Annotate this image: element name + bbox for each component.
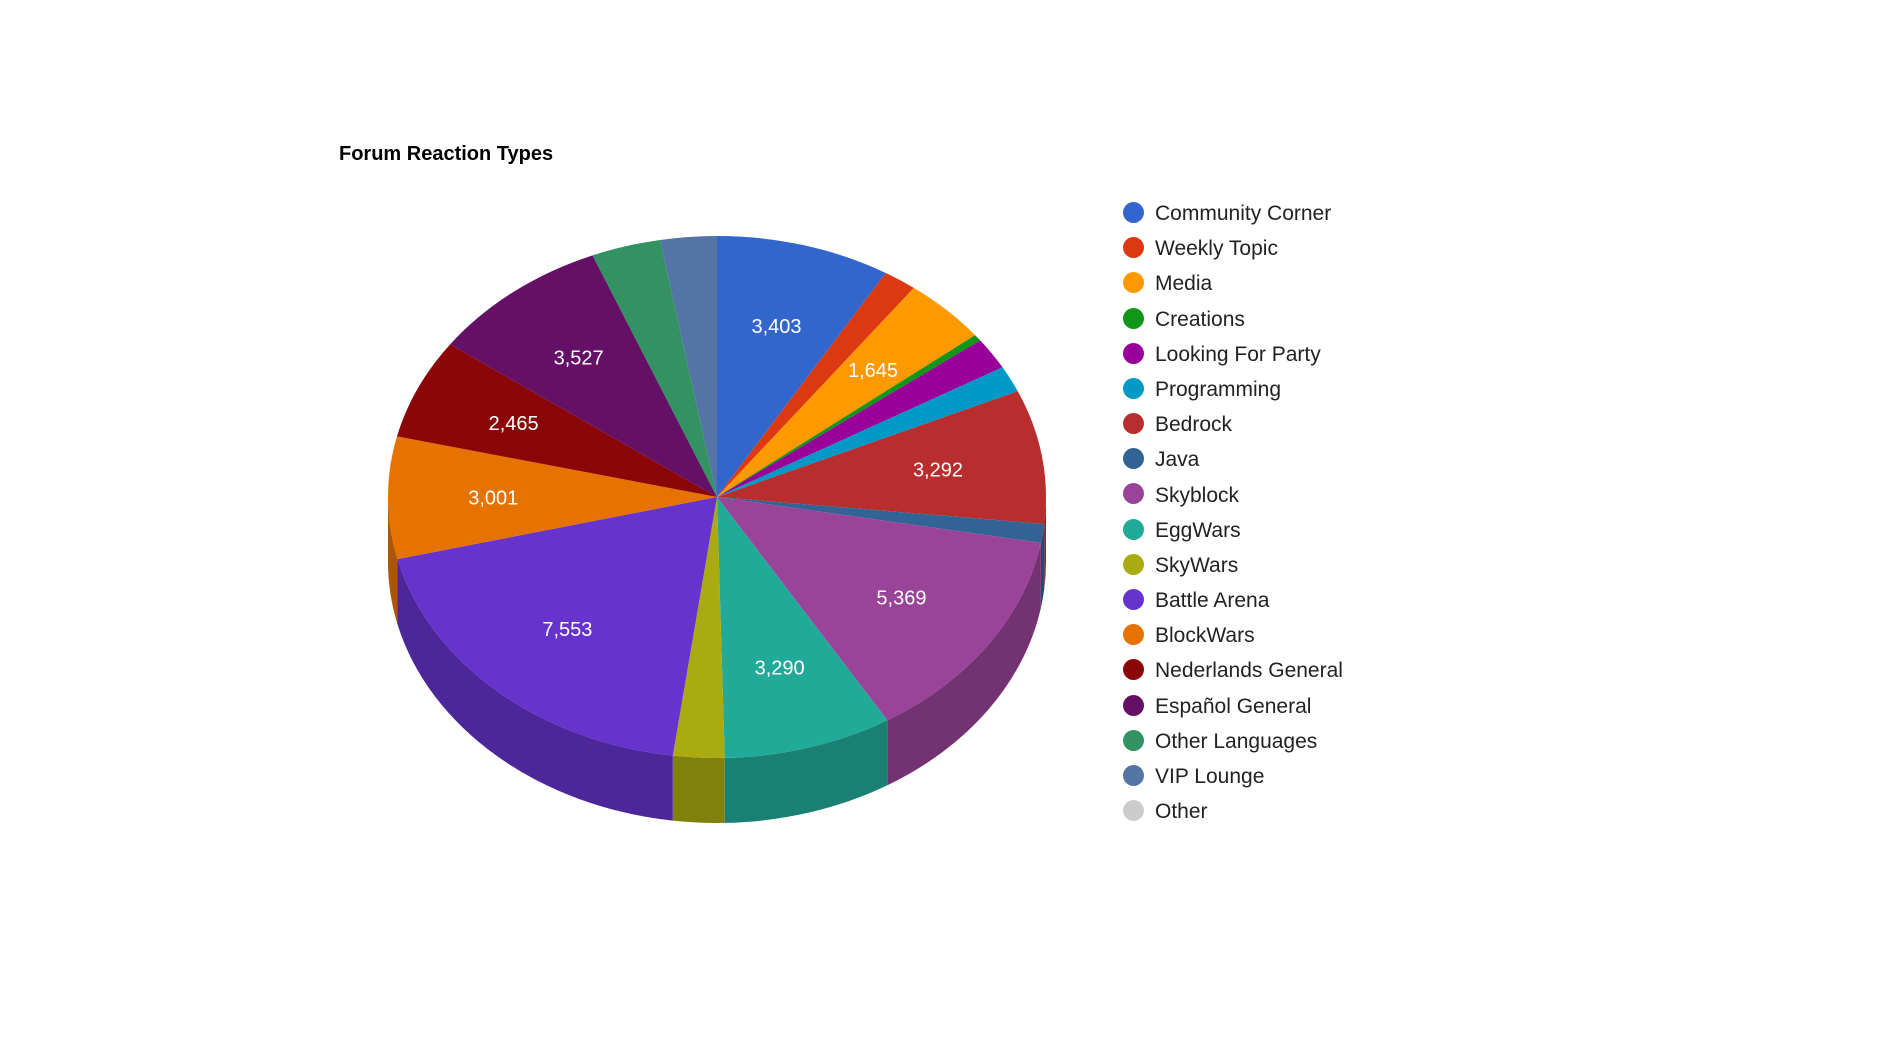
legend-item-media[interactable]: Media xyxy=(1123,266,1343,301)
data-label-skyblock: 5,369 xyxy=(876,587,926,609)
legend-swatch xyxy=(1123,729,1144,751)
legend-swatch xyxy=(1123,307,1144,329)
legend-swatch xyxy=(1123,800,1144,822)
pie-side-skyblock xyxy=(887,542,1041,786)
pie-slice-other-languages[interactable] xyxy=(592,239,717,497)
legend-label: Bedrock xyxy=(1155,413,1233,437)
legend-item-programming[interactable]: Programming xyxy=(1123,372,1343,407)
data-label-espanol-general: 3,527 xyxy=(554,348,604,370)
legend-item-bedrock[interactable]: Bedrock xyxy=(1123,407,1343,442)
legend-swatch xyxy=(1123,589,1144,611)
pie-slice-java[interactable] xyxy=(717,497,1045,543)
pie-value-labels: 3,403 1,645 3,292 5,369 3,290 7,553 3,001 2,465… xyxy=(468,316,963,679)
pie-slice-skyblock[interactable] xyxy=(717,497,1041,721)
legend-swatch xyxy=(1123,413,1144,435)
legend-item-nederlands-general[interactable]: Nederlands General xyxy=(1123,653,1343,688)
legend-label: Java xyxy=(1155,448,1200,472)
data-label-eggwars: 3,290 xyxy=(755,657,805,679)
legend-swatch xyxy=(1123,342,1144,364)
legend-swatch xyxy=(1123,764,1144,786)
pie-slice-media[interactable] xyxy=(717,287,976,497)
legend-item-java[interactable]: Java xyxy=(1123,442,1343,477)
legend-label: EggWars xyxy=(1155,518,1241,542)
legend-swatch xyxy=(1123,518,1144,540)
legend-item-espanol-general[interactable]: Español General xyxy=(1123,689,1343,724)
pie-slice-community-corner[interactable] xyxy=(717,236,886,497)
data-label-community-corner: 3,403 xyxy=(751,316,801,338)
legend-label: Nederlands General xyxy=(1155,659,1343,683)
pie-slice-programming[interactable] xyxy=(717,367,1018,497)
legend-label: BlockWars xyxy=(1155,624,1255,648)
legend-label: Weekly Topic xyxy=(1155,237,1278,261)
chart-legend: Community Corner Weekly Topic Media Creatio… xyxy=(1123,196,1343,829)
pie-side-bedrock xyxy=(1044,497,1046,590)
legend-swatch xyxy=(1123,237,1144,259)
legend-label: Other Languages xyxy=(1155,729,1318,753)
legend-label: Skyblock xyxy=(1155,483,1240,507)
legend-swatch xyxy=(1123,377,1144,399)
legend-label: Creations xyxy=(1155,307,1245,331)
legend-label: Media xyxy=(1155,272,1213,296)
pie-side-battle-arena xyxy=(397,559,673,821)
legend-item-blockwars[interactable]: BlockWars xyxy=(1123,618,1343,653)
legend-item-looking-for-party[interactable]: Looking For Party xyxy=(1123,337,1343,372)
legend-item-other[interactable]: Other xyxy=(1123,794,1343,829)
pie-slice-battle-arena[interactable] xyxy=(397,497,717,756)
legend-label: Community Corner xyxy=(1155,202,1332,225)
pie-side-walls xyxy=(388,497,1046,823)
legend-swatch xyxy=(1123,659,1144,681)
pie-side-blockwars xyxy=(388,497,398,625)
pie-slice-weekly-topic[interactable] xyxy=(717,272,914,497)
legend-item-community-corner[interactable]: Community Corner xyxy=(1123,196,1343,231)
pie-slice-espanol-general[interactable] xyxy=(450,255,717,497)
pie-top-face xyxy=(388,236,1046,758)
legend-swatch xyxy=(1123,483,1144,505)
legend-swatch xyxy=(1123,201,1144,223)
data-label-media: 1,645 xyxy=(848,360,898,382)
chart-title: Forum Reaction Types xyxy=(339,143,554,165)
legend-label: SkyWars xyxy=(1155,553,1239,577)
legend-item-other-languages[interactable]: Other Languages xyxy=(1123,724,1343,759)
data-label-bedrock: 3,292 xyxy=(913,459,963,481)
pie-slice-nederlands-general[interactable] xyxy=(397,344,717,497)
legend-swatch xyxy=(1123,553,1144,575)
legend-swatch xyxy=(1123,272,1144,294)
legend-item-skywars[interactable]: SkyWars xyxy=(1123,548,1343,583)
legend-item-skyblock[interactable]: Skyblock xyxy=(1123,478,1343,513)
pie-side-java xyxy=(1040,524,1045,608)
pie-side-eggwars xyxy=(724,720,888,823)
pie-side-skywars xyxy=(672,755,725,823)
legend-label: Battle Arena xyxy=(1155,589,1270,613)
data-label-blockwars: 3,001 xyxy=(468,488,518,510)
pie-slice-looking-for-party[interactable] xyxy=(717,340,1003,497)
legend-swatch xyxy=(1123,624,1144,646)
legend-swatch xyxy=(1123,694,1144,716)
legend-item-weekly-topic[interactable]: Weekly Topic xyxy=(1123,231,1343,266)
legend-label: Looking For Party xyxy=(1155,342,1321,366)
data-label-nederlands-general: 2,465 xyxy=(489,413,539,435)
legend-label: Español General xyxy=(1155,694,1312,718)
legend-label: VIP Lounge xyxy=(1155,765,1265,788)
pie-slice-bedrock[interactable] xyxy=(717,391,1046,525)
data-label-battle-arena: 7,553 xyxy=(542,619,592,641)
legend-label: Programming xyxy=(1155,377,1282,401)
pie-slice-eggwars[interactable] xyxy=(717,497,888,758)
legend-item-vip-lounge[interactable]: VIP Lounge xyxy=(1123,759,1343,794)
pie-slice-blockwars[interactable] xyxy=(388,436,717,560)
legend-swatch xyxy=(1123,448,1144,470)
legend-label: Other xyxy=(1155,800,1208,824)
pie-slice-creations[interactable] xyxy=(717,335,981,497)
legend-item-creations[interactable]: Creations xyxy=(1123,302,1343,337)
legend-item-battle-arena[interactable]: Battle Arena xyxy=(1123,583,1343,618)
legend-item-eggwars[interactable]: EggWars xyxy=(1123,513,1343,548)
pie-slice-vip-lounge[interactable] xyxy=(660,236,717,497)
pie-slice-skywars[interactable] xyxy=(672,497,725,758)
